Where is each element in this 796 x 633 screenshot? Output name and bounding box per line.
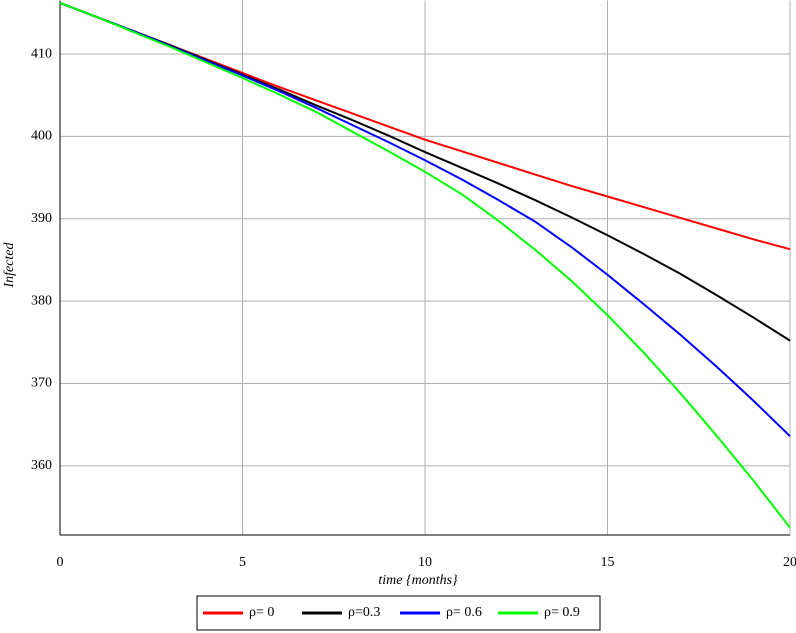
legend-label: ρ= 0.6 xyxy=(446,605,482,620)
y-tick-label: 390 xyxy=(31,211,52,226)
x-axis-label: time {months} xyxy=(378,573,458,588)
x-tick-label: 5 xyxy=(239,555,246,570)
legend-label: ρ=0.3 xyxy=(348,605,380,620)
y-tick-label: 400 xyxy=(31,129,52,144)
x-tick-label: 20 xyxy=(783,555,796,570)
legend-label: ρ= 0.9 xyxy=(544,605,580,620)
x-tick-label: 0 xyxy=(57,555,64,570)
y-tick-label: 360 xyxy=(31,458,52,473)
y-axis-label: Infected xyxy=(2,241,17,288)
series-line xyxy=(59,2,791,437)
y-tick-label: 370 xyxy=(31,376,52,391)
y-tick-label: 410 xyxy=(31,46,52,61)
y-tick-label: 380 xyxy=(31,293,52,308)
x-tick-label: 10 xyxy=(418,555,432,570)
series-line xyxy=(59,2,791,529)
x-tick-label: 15 xyxy=(601,555,615,570)
legend-label: ρ= 0 xyxy=(249,605,274,620)
